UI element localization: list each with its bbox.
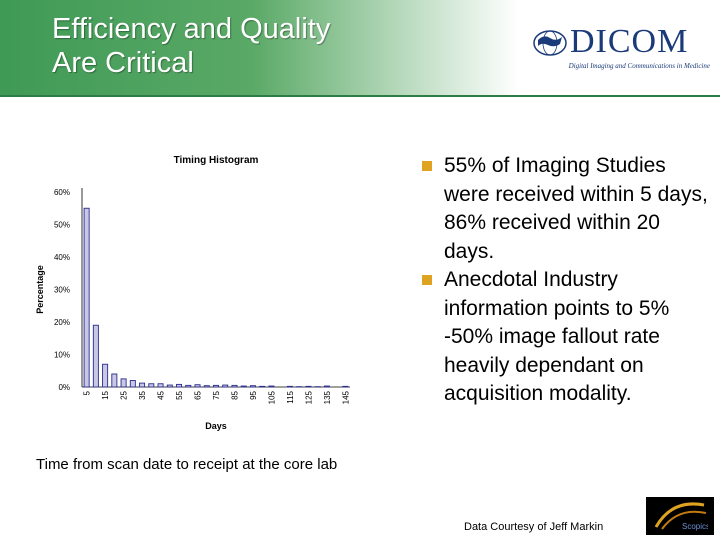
- bullet-text: Anecdotal Industry information points to…: [444, 268, 670, 405]
- bullet-list: 55% of Imaging Studies were received wit…: [420, 152, 710, 409]
- data-credit: Data Courtesy of Jeff Markin: [464, 521, 604, 533]
- x-tick-label: 65: [194, 390, 203, 399]
- y-tick-label: 40%: [54, 253, 70, 262]
- histogram-bar: [120, 378, 127, 388]
- dicom-logo-word: DICOM: [570, 23, 689, 60]
- histogram-bar: [305, 385, 312, 388]
- histogram-bar: [111, 373, 118, 388]
- timing-histogram: Timing Histogram Days Percentage 0% 10% 20% 30…: [35, 155, 350, 431]
- x-axis-label: Days: [205, 421, 227, 431]
- slide-title: Efficiency and Quality Are Critical: [52, 12, 472, 80]
- histogram-bar: [166, 384, 173, 388]
- histogram-bar: [268, 385, 275, 388]
- histogram-bar: [157, 383, 164, 388]
- x-tick-label: 35: [138, 390, 147, 399]
- scopics-logo-word: Scopics: [682, 522, 708, 531]
- histogram-bar: [323, 385, 330, 388]
- title-banner: [0, 0, 720, 96]
- y-tick-label: 30%: [54, 286, 70, 295]
- histogram-bar: [249, 385, 256, 388]
- x-tick-label: 135: [323, 390, 332, 404]
- scopics-logo: Scopics: [646, 497, 714, 535]
- square-bullet-icon: [422, 275, 432, 285]
- x-tick-label: 95: [249, 390, 258, 399]
- x-tick-label: 145: [341, 390, 350, 404]
- bullet-item: Anecdotal Industry information points to…: [420, 266, 710, 409]
- scopics-swoosh-icon: Scopics: [654, 502, 708, 531]
- histogram-bar: [129, 380, 136, 388]
- y-tick-label: 20%: [54, 318, 70, 327]
- globe-icon: [533, 30, 567, 56]
- x-tick-label: 75: [212, 390, 221, 399]
- title-divider: [0, 95, 720, 97]
- y-tick-label: 60%: [54, 188, 70, 197]
- histogram-bar: [148, 383, 155, 388]
- chart-caption: Time from scan date to receipt at the co…: [36, 456, 338, 473]
- histogram-bar: [176, 383, 183, 388]
- x-tick-label: 85: [230, 390, 239, 399]
- histogram-bar: [102, 363, 109, 388]
- dicom-logo: DICOM Digital Imaging and Communications…: [526, 22, 711, 72]
- slide-title-line-2: Are Critical: [52, 47, 194, 79]
- histogram-bar: [92, 324, 99, 388]
- bullet-item: 55% of Imaging Studies were received wit…: [420, 152, 710, 266]
- histogram-bar: [342, 385, 349, 388]
- histogram-bar: [185, 384, 192, 388]
- histogram-bar: [222, 384, 229, 388]
- y-tick-label: 0%: [58, 383, 70, 392]
- x-tick-label: 105: [267, 390, 276, 404]
- dicom-logo-tagline: Digital Imaging and Communications in Me…: [568, 62, 710, 70]
- histogram-bar: [83, 207, 90, 388]
- y-axis-label: Percentage: [35, 265, 45, 314]
- histogram-bar: [194, 384, 201, 388]
- bullet-text: 55% of Imaging Studies were received wit…: [444, 154, 708, 263]
- x-tick-label: 5: [83, 390, 92, 395]
- x-tick-label: 25: [120, 390, 129, 399]
- histogram-bar: [286, 385, 293, 388]
- histogram-bar: [259, 385, 266, 388]
- slide-title-line-1: Efficiency and Quality: [52, 13, 331, 45]
- y-tick-label: 10%: [54, 351, 70, 360]
- square-bullet-icon: [422, 161, 432, 171]
- chart-title: Timing Histogram: [174, 155, 259, 166]
- histogram-bar: [231, 384, 238, 388]
- x-tick-label: 15: [101, 390, 110, 399]
- x-tick-label: 55: [175, 390, 184, 399]
- y-tick-label: 50%: [54, 221, 70, 230]
- histogram-bar: [240, 385, 247, 388]
- x-tick-label: 125: [304, 390, 313, 404]
- x-tick-label: 45: [157, 390, 166, 399]
- histogram-bar: [213, 384, 219, 388]
- x-tick-label: 115: [286, 390, 295, 403]
- histogram-bar: [203, 385, 210, 388]
- histogram-bar: [139, 382, 146, 388]
